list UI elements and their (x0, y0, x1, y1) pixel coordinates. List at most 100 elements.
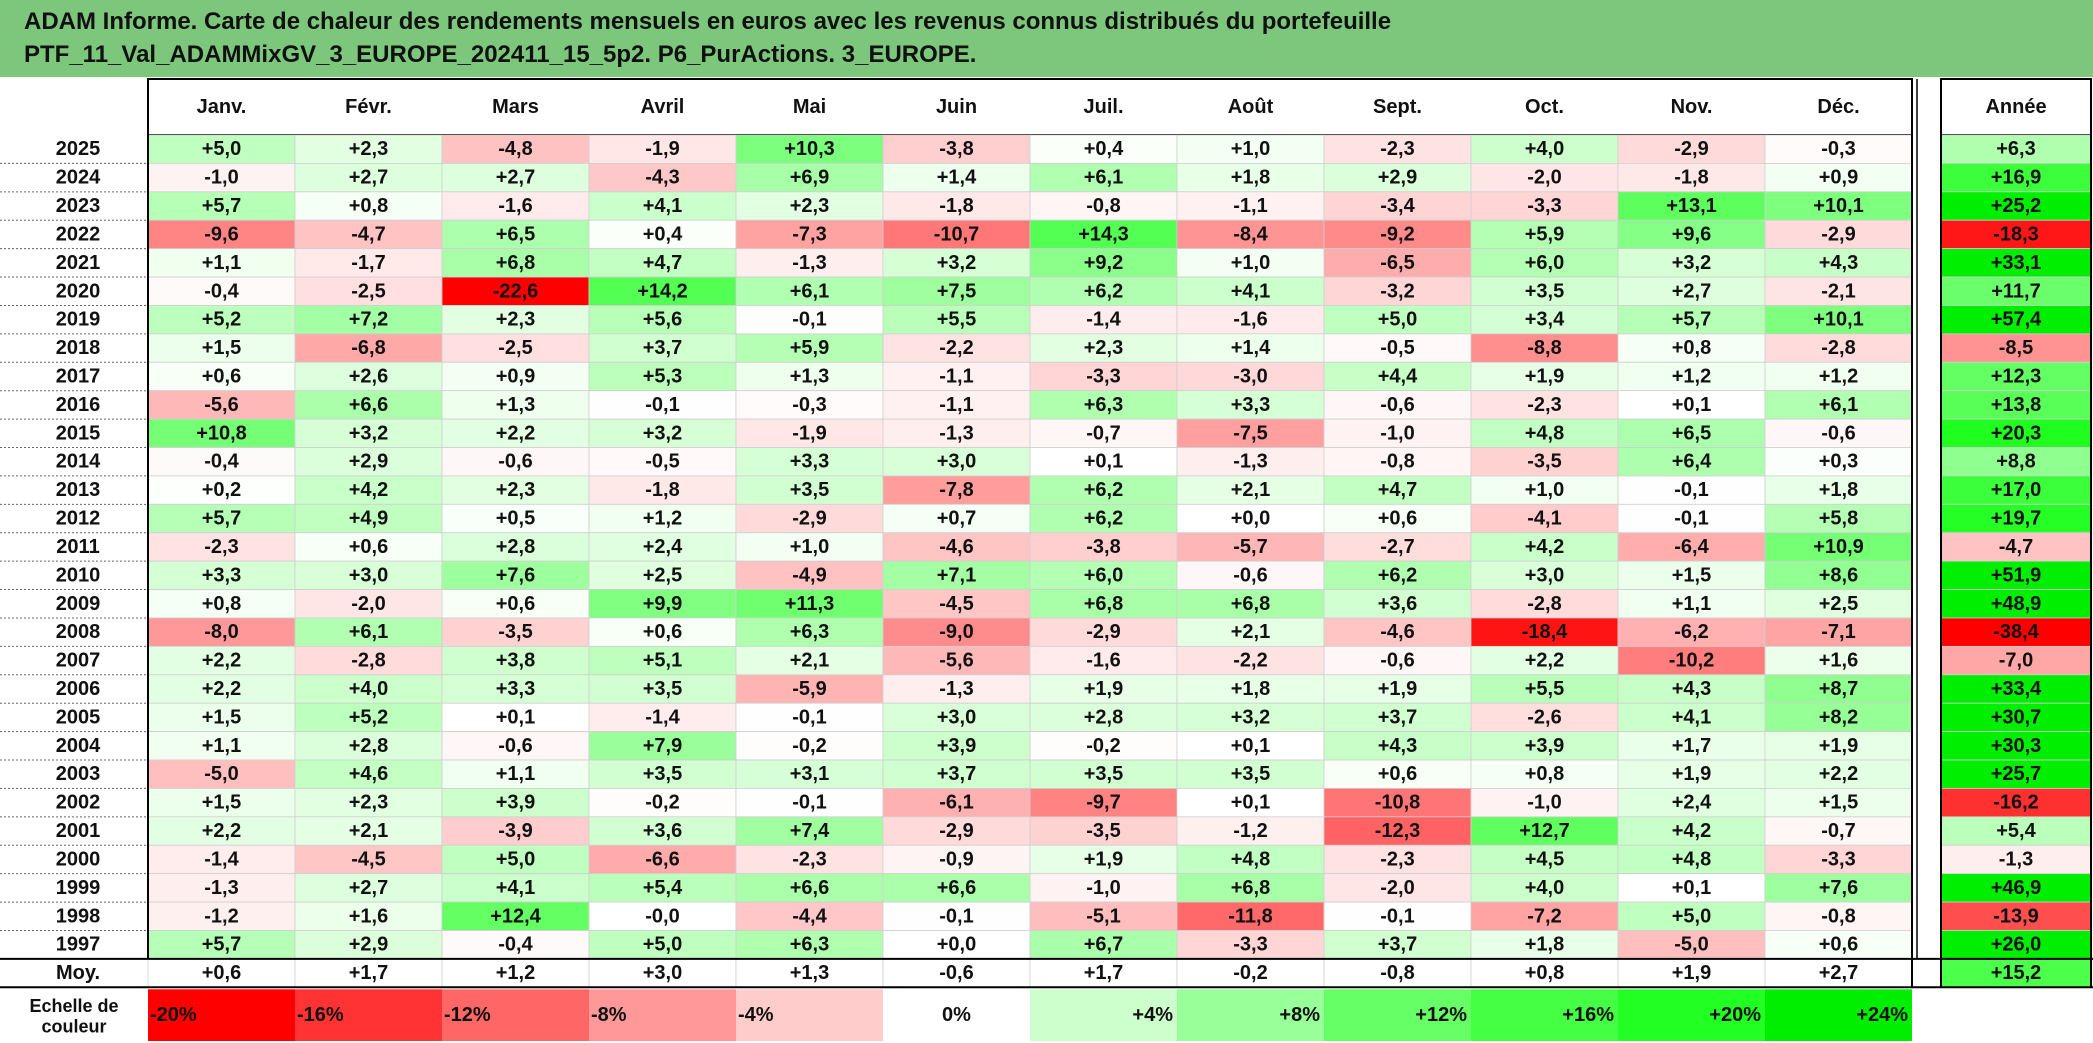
heatmap-cell (1617, 475, 1766, 505)
heatmap-cell (735, 844, 884, 875)
heatmap-cell (1323, 901, 1472, 931)
heatmap-cell (735, 361, 884, 392)
cell-value: -10,7 (934, 223, 980, 245)
heatmap-cell (882, 759, 1031, 789)
heatmap-cell (1470, 447, 1619, 477)
cell-value: +0,6 (1378, 508, 1417, 530)
cell-value: -18,4 (1522, 621, 1568, 643)
cell-value: +11,3 (785, 593, 835, 615)
heatmap-cell (882, 447, 1031, 477)
cell-value: +0,6 (643, 621, 682, 643)
cell-value: +3,6 (643, 820, 682, 842)
header-months-box (147, 78, 1913, 136)
cell-value: -1,8 (645, 479, 679, 501)
heatmap-cell (588, 958, 737, 988)
cell-value: +0,6 (349, 536, 388, 558)
heatmap-cell (1323, 731, 1472, 761)
cell-value: -1,6 (1233, 309, 1267, 331)
cell-value: +6,9 (790, 167, 829, 189)
cell-value: +2,2 (202, 678, 241, 700)
cell-value: +6,7 (1084, 934, 1123, 956)
scale-swatch (1030, 989, 1177, 1041)
cell-value: +4,7 (1378, 479, 1417, 501)
cell-value: +0,0 (1231, 508, 1270, 530)
year-total-cell (1940, 447, 2092, 477)
cell-value: +4,2 (1672, 820, 1711, 842)
year-label: 2004 (56, 735, 101, 757)
cell-value: +5,0 (1378, 309, 1417, 331)
cell-value: +13,1 (1666, 195, 1717, 217)
cell-value: -8,4 (1233, 223, 1268, 245)
heatmap-cell (441, 560, 590, 590)
cell-value: +6,5 (496, 223, 535, 245)
heatmap-cell (588, 361, 737, 392)
cell-value: +14,3 (1078, 223, 1129, 245)
heatmap-cell (735, 788, 884, 818)
year-label: 2000 (56, 848, 101, 870)
heatmap-cell (735, 191, 884, 221)
cell-value: -4,3 (645, 167, 679, 189)
cell-value: -5,7 (1233, 536, 1267, 558)
year-label: 2010 (56, 564, 101, 586)
column-header: Janv. (197, 96, 247, 118)
cell-value: -0,4 (204, 280, 239, 302)
cell-value: +6,1 (790, 280, 829, 302)
year-label: 2009 (56, 593, 101, 615)
heatmap-cell (1176, 163, 1325, 193)
heatmap-cell (1323, 788, 1472, 818)
heatmap-cell (735, 645, 884, 676)
year-label: 2006 (56, 678, 101, 700)
heatmap-cell (1764, 191, 1913, 221)
heatmap-cell (441, 532, 590, 562)
heatmap-cell (1029, 503, 1178, 534)
cell-value: +4,6 (349, 763, 388, 785)
column-header: Déc. (1817, 96, 1859, 118)
cell-value: +2,6 (349, 365, 388, 387)
heatmap-cell (1323, 163, 1472, 193)
title-line-1: ADAM Informe. Carte de chaleur des rende… (24, 8, 1392, 35)
cell-value: +6,3 (1084, 394, 1123, 416)
cell-value: -7,8 (939, 479, 973, 501)
heatmap-cell (882, 930, 1031, 960)
cell-value: +7,6 (496, 564, 535, 586)
cell-value: +1,6 (349, 905, 388, 927)
heatmap-cell (1029, 759, 1178, 789)
cell-value: +5,3 (643, 365, 682, 387)
heatmap-cell (1029, 532, 1178, 562)
heatmap-cell (1617, 134, 1766, 164)
heatmap-cell (294, 930, 443, 960)
year-total-value: -1,3 (1999, 848, 2033, 870)
heatmap-cell (1470, 560, 1619, 590)
heatmap-cell (1323, 503, 1472, 534)
cell-value: +5,5 (937, 309, 976, 331)
cell-value: +3,2 (1672, 252, 1711, 274)
year-total-value: +30,3 (1991, 735, 2042, 757)
cell-value: +3,5 (1084, 763, 1123, 785)
cell-value: +6,1 (1084, 167, 1123, 189)
cell-value: +0,3 (1819, 451, 1858, 473)
cell-value: -2,0 (351, 593, 385, 615)
heatmap-cell (735, 447, 884, 477)
cell-value: -6,6 (645, 848, 679, 870)
heatmap-cell (588, 248, 737, 278)
cell-value: +4,8 (1525, 422, 1564, 444)
cell-value: +1,9 (1378, 678, 1417, 700)
cell-value: -1,1 (939, 365, 973, 387)
year-label: 2013 (56, 479, 101, 501)
heatmap-cell (735, 305, 884, 335)
cell-value: -1,0 (204, 167, 238, 189)
cell-value: -0,6 (1380, 394, 1414, 416)
column-header: Mars (492, 96, 539, 118)
cell-value: -1,6 (1086, 650, 1120, 672)
heatmap-cell (1029, 645, 1178, 676)
cell-value: +3,2 (1231, 706, 1270, 728)
scale-stop-label: -4% (738, 1004, 774, 1026)
cell-value: +3,0 (937, 706, 976, 728)
cell-value: +2,9 (349, 934, 388, 956)
heatmap-cell (1323, 305, 1472, 335)
heatmap-cell (1764, 560, 1913, 590)
heatmap-cell (1617, 788, 1766, 818)
year-label: 1999 (56, 877, 101, 899)
cell-value: +6,2 (1084, 280, 1123, 302)
